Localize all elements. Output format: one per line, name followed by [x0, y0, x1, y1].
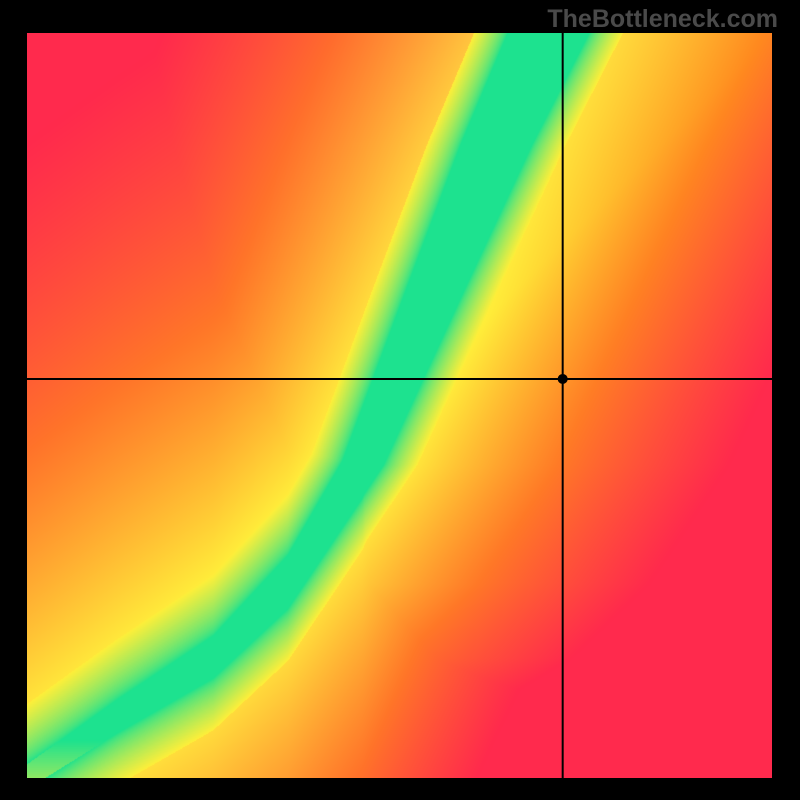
chart-container: TheBottleneck.com — [0, 0, 800, 800]
watermark-text: TheBottleneck.com — [547, 5, 778, 34]
bottleneck-heatmap — [27, 33, 772, 778]
